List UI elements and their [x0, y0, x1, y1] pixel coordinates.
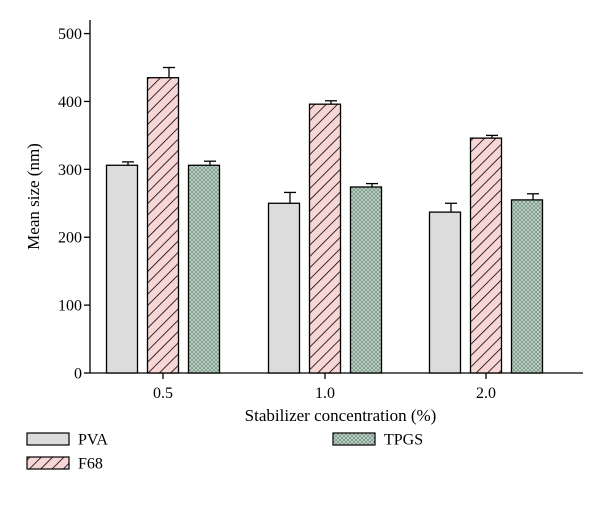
x-axis-title: Stabilizer concentration (%) [245, 406, 437, 425]
y-tick-label: 100 [58, 298, 82, 315]
y-tick-label: 400 [58, 94, 82, 111]
y-tick-label: 200 [58, 230, 82, 247]
bar-tpgs [349, 186, 383, 374]
bar-pva [267, 202, 301, 374]
y-tick-label: 0 [74, 366, 82, 383]
legend-label-pva: PVA [78, 432, 108, 449]
x-tick-label: 1.0 [315, 385, 335, 402]
y-axis-title: Mean size (nm) [24, 143, 43, 250]
legend-swatch-f68 [26, 456, 70, 470]
bar-f68 [308, 103, 342, 374]
bar-tpgs [510, 199, 544, 374]
x-tick-label: 2.0 [476, 385, 496, 402]
legend-label-tpgs: TPGS [384, 432, 423, 449]
y-tick-label: 300 [58, 162, 82, 179]
labels: 0 100 200 300 400 500 0.5 1.0 2.0 Stabilizer conc… [24, 26, 496, 425]
bar-f68 [146, 77, 180, 374]
legend-label-f68: F68 [78, 456, 103, 473]
x-tick-label: 0.5 [153, 385, 173, 402]
y-tick-label: 500 [58, 26, 82, 43]
bar-tpgs [187, 164, 221, 374]
bar-pva [428, 211, 462, 374]
legend-swatch-pva [26, 432, 70, 446]
legend: PVA F68 TPGS [26, 432, 423, 473]
bar-pva [105, 164, 139, 374]
legend-swatch-tpgs [332, 432, 376, 446]
bar-f68 [469, 137, 503, 374]
bars [105, 66, 544, 374]
